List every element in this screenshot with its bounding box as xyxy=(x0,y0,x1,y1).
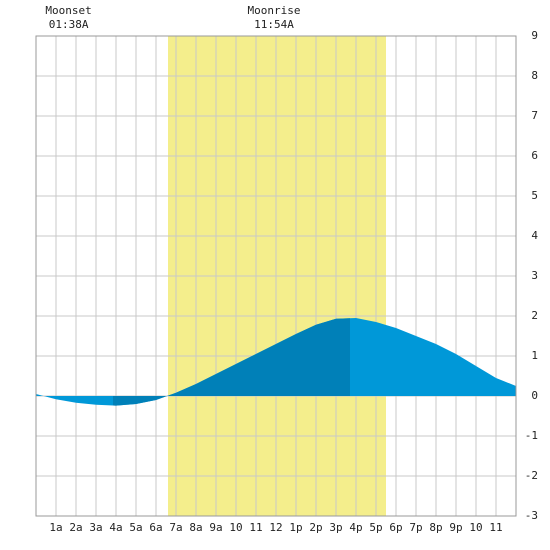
y-tick-label: 2 xyxy=(531,309,538,322)
y-tick-label: 6 xyxy=(531,149,538,162)
x-tick-label: 7a xyxy=(169,521,182,534)
y-tick-label: 4 xyxy=(531,229,538,242)
x-tick-label: 7p xyxy=(409,521,422,534)
y-tick-label: 9 xyxy=(531,29,538,42)
x-tick-label: 1a xyxy=(49,521,62,534)
y-tick-label: 7 xyxy=(531,109,538,122)
x-tick-label: 11 xyxy=(249,521,262,534)
y-tick-label: -1 xyxy=(525,429,538,442)
annotation-label: Moonset xyxy=(45,4,91,17)
x-tick-label: 3p xyxy=(329,521,342,534)
y-tick-label: 0 xyxy=(531,389,538,402)
x-tick-label: 4p xyxy=(349,521,362,534)
x-tick-label: 5p xyxy=(369,521,382,534)
y-tick-label: 5 xyxy=(531,189,538,202)
x-tick-label: 11 xyxy=(489,521,502,534)
annotation-label: Moonrise xyxy=(248,4,301,17)
x-tick-label: 9a xyxy=(209,521,222,534)
x-tick-label: 2a xyxy=(69,521,82,534)
annotation-time: 11:54A xyxy=(254,18,294,31)
x-tick-label: 9p xyxy=(449,521,462,534)
x-tick-label: 6a xyxy=(149,521,162,534)
x-tick-label: 3a xyxy=(89,521,102,534)
x-tick-label: 8a xyxy=(189,521,202,534)
y-tick-label: 1 xyxy=(531,349,538,362)
x-tick-label: 8p xyxy=(429,521,442,534)
x-tick-label: 5a xyxy=(129,521,142,534)
x-tick-label: 10 xyxy=(469,521,482,534)
annotation-time: 01:38A xyxy=(49,18,89,31)
y-tick-label: -3 xyxy=(525,509,538,522)
plot-frame xyxy=(35,35,517,517)
x-tick-label: 6p xyxy=(389,521,402,534)
y-tick-label: 3 xyxy=(531,269,538,282)
y-tick-label: 8 xyxy=(531,69,538,82)
y-tick-label: -2 xyxy=(525,469,538,482)
x-tick-label: 1p xyxy=(289,521,302,534)
tide-area-dark xyxy=(113,318,350,406)
x-tick-label: 10 xyxy=(229,521,242,534)
x-tick-label: 12 xyxy=(269,521,282,534)
x-tick-label: 4a xyxy=(109,521,122,534)
x-tick-label: 2p xyxy=(309,521,322,534)
